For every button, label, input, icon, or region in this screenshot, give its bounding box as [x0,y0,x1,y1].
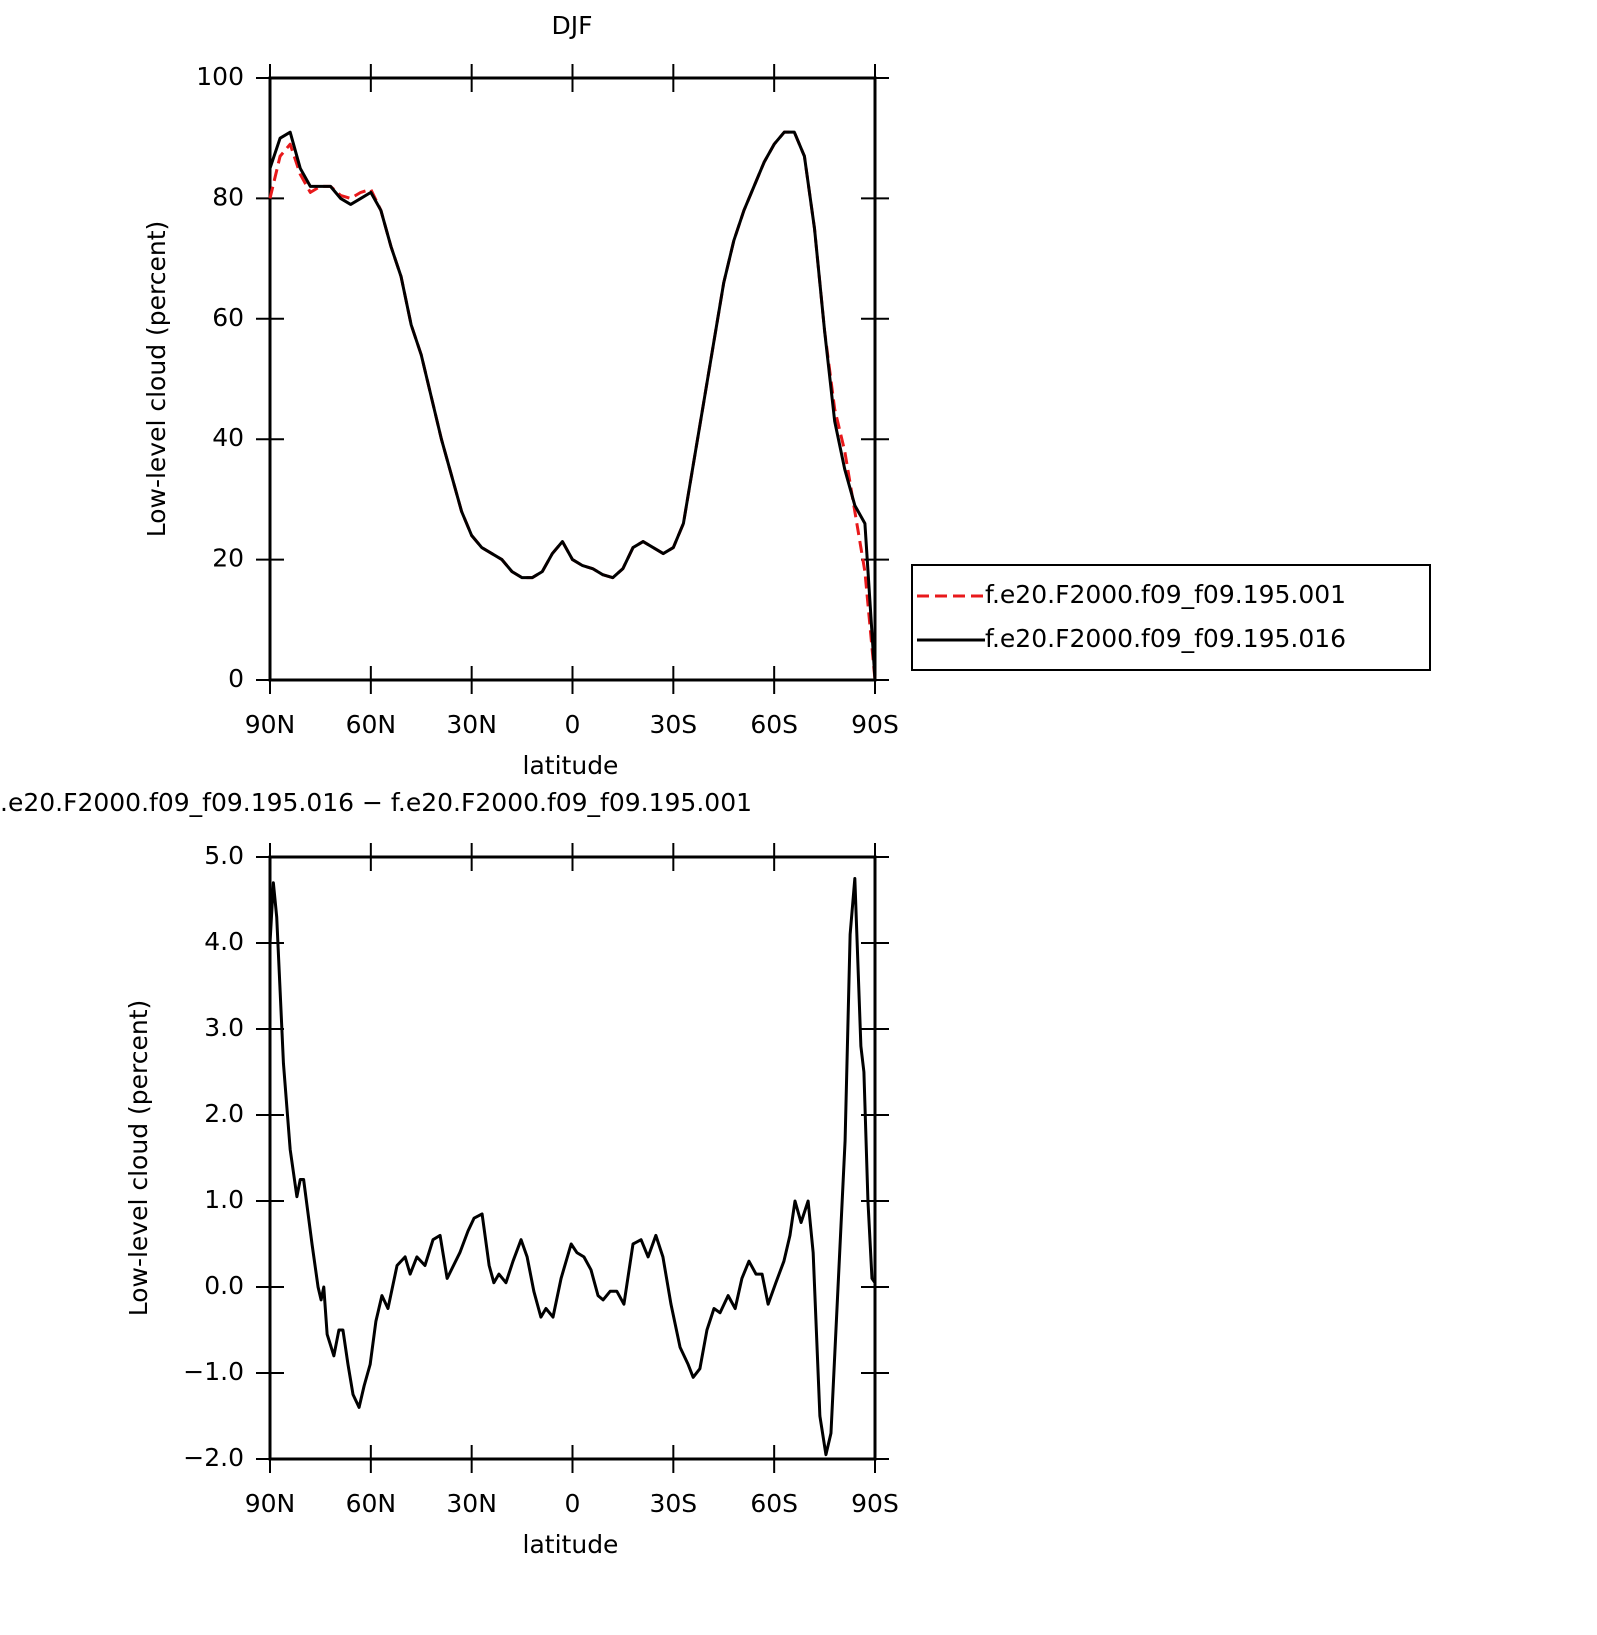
x-tick-label: 90N [245,710,296,739]
x-tick-label: 0 [565,710,581,739]
y-tick-label: 4.0 [204,927,244,956]
data-line [268,130,877,681]
legend-label: f.e20.F2000.f09_f09.195.016 [985,624,1346,653]
x-tick-label: 60N [346,710,397,739]
legend-box [911,564,1431,671]
y-tick-label: 0.0 [204,1271,244,1300]
x-tick-label: 60S [750,1489,798,1518]
chart-title: DJF [551,11,592,40]
plot-frame [268,855,877,1461]
x-axis-label: latitude [523,1530,619,1559]
x-tick-label: 60N [346,1489,397,1518]
y-tick-label: 20 [212,544,244,573]
x-tick-label: 90N [245,1489,296,1518]
y-tick-label: 2.0 [204,1099,244,1128]
data-line [268,130,877,681]
y-axis-label: Low-level cloud (percent) [142,221,171,538]
x-tick-label: 60S [750,710,798,739]
y-tick-label: 5.0 [204,841,244,870]
x-axis-label: latitude [523,751,619,780]
y-tick-label: 60 [212,303,244,332]
chart-title: .e20.F2000.f09_f09.195.016 − f.e20.F2000… [0,788,752,817]
legend-label: f.e20.F2000.f09_f09.195.001 [985,580,1346,609]
x-tick-label: 30N [446,1489,497,1518]
x-tick-label: 30S [649,1489,697,1518]
x-tick-label: 30S [649,710,697,739]
y-axis-label: Low-level cloud (percent) [124,1000,153,1317]
y-tick-label: −1.0 [183,1357,244,1386]
x-tick-label: 0 [565,1489,581,1518]
y-tick-label: 100 [196,62,244,91]
x-tick-label: 90S [851,710,899,739]
y-tick-label: 0 [228,664,244,693]
y-tick-label: 40 [212,423,244,452]
y-tick-label: 3.0 [204,1013,244,1042]
y-tick-label: −2.0 [183,1443,244,1472]
y-tick-label: 80 [212,182,244,211]
x-tick-label: 30N [446,710,497,739]
y-tick-label: 1.0 [204,1185,244,1214]
x-tick-label: 90S [851,1489,899,1518]
plot-frame [268,76,877,682]
data-line [268,877,877,1457]
